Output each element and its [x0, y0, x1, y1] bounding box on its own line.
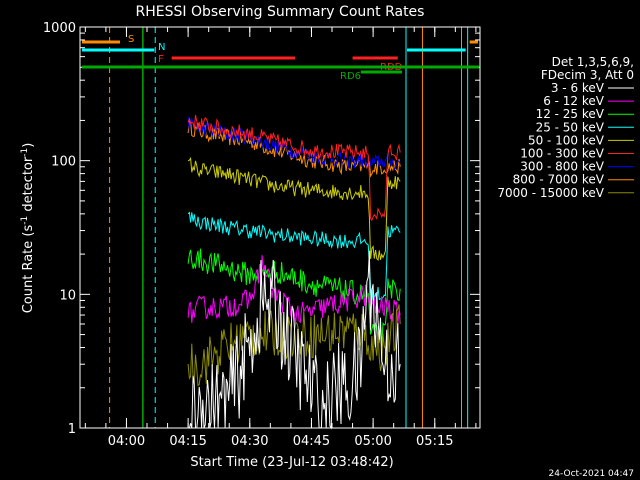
series-line-7	[187, 304, 401, 387]
legend-label-3: 25 - 50 keV	[536, 120, 605, 134]
x-axis-label: Start Time (23-Jul-12 03:48:42)	[190, 455, 393, 470]
series-line-3	[187, 156, 401, 261]
legend-label-0: 3 - 6 keV	[551, 81, 605, 95]
legend-label-2: 12 - 25 keV	[536, 107, 605, 121]
flag-label-2: F	[158, 54, 164, 65]
x-tick-label-5: 05:15	[416, 434, 453, 449]
legend-label-1: 6 - 12 keV	[543, 94, 605, 108]
x-tick-label-1: 04:15	[169, 434, 206, 449]
x-tick-label-3: 04:45	[293, 434, 330, 449]
y-tick-label-2: 100	[51, 155, 76, 170]
flag-label-rd6: RD6	[340, 71, 361, 82]
footer-timestamp: 24-Oct-2021 04:47	[549, 469, 634, 479]
plot-frame	[79, 26, 481, 429]
chart-title: RHESSI Observing Summary Count Rates	[136, 4, 425, 20]
legend-label-5: 100 - 300 keV	[520, 147, 604, 161]
x-tick-label-4: 05:00	[354, 434, 391, 449]
series-line-8	[188, 250, 401, 430]
legend-label-4: 50 - 100 keV	[528, 133, 605, 147]
x-tick-label-2: 04:30	[231, 434, 268, 449]
y-tick-label-3: 1000	[43, 21, 76, 36]
y-axis-label: Count Rate (s-1 detector-1)	[20, 143, 36, 314]
legend-label-8: 7000 - 15000 keV	[497, 186, 604, 200]
legend-label-7: 800 - 7000 keV	[513, 173, 605, 187]
series-line-4	[187, 211, 401, 303]
series-line-2	[187, 114, 401, 222]
legend-header-2: FDecim 3, Att 0	[541, 68, 634, 82]
x-tick-label-0: 04:00	[108, 434, 145, 449]
legend: Det 1,3,5,6,9, FDecim 3, Att 0 3 - 6 keV…	[497, 55, 634, 200]
legend-header-1: Det 1,3,5,6,9,	[552, 55, 634, 69]
flag-label-0: S	[128, 34, 134, 45]
legend-label-6: 300 - 800 keV	[520, 160, 604, 174]
flag-label-1: N	[158, 42, 165, 53]
y-tick-label-0: 1	[68, 422, 76, 437]
y-tick-label-1: 10	[59, 288, 76, 303]
